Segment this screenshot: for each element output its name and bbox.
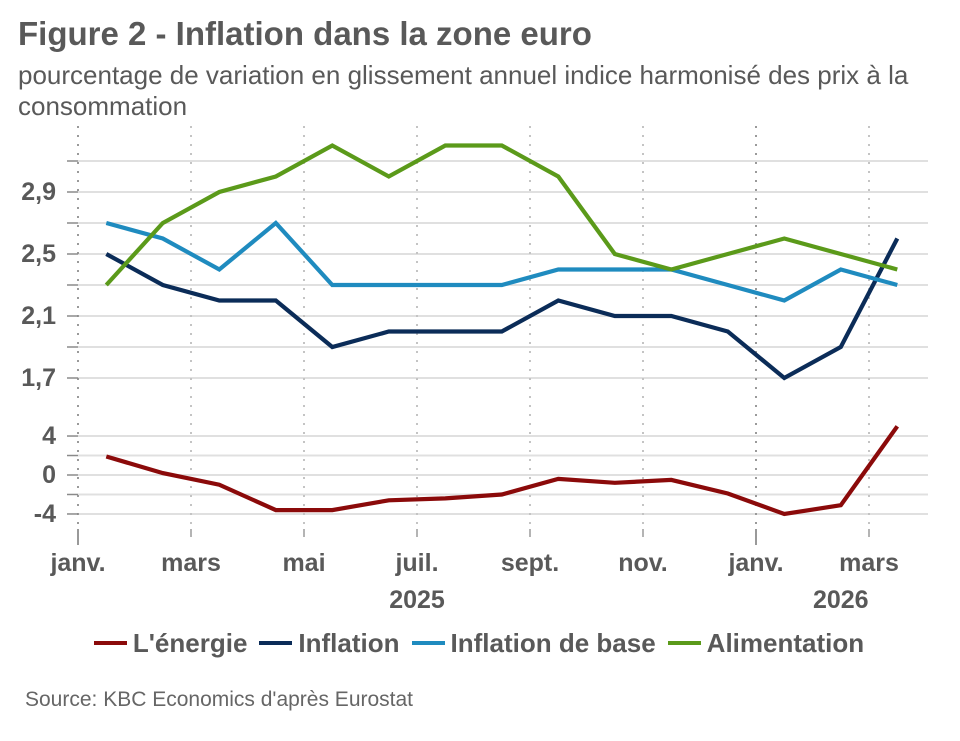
legend-item-inflation: Inflation xyxy=(259,628,400,658)
x-tick-label: sept. xyxy=(501,549,559,577)
y-tick-label: 2,1 xyxy=(21,302,56,330)
x-tick-label: mars xyxy=(161,549,221,577)
year-label: 2026 xyxy=(813,586,869,614)
series-layer xyxy=(104,143,900,517)
legend-item-alimentation: Alimentation xyxy=(667,628,865,658)
legend-label-inflation-de-base: Inflation de base xyxy=(450,628,656,658)
grid-layer xyxy=(77,126,928,526)
legend-item-inflation-de-base: Inflation de base xyxy=(411,628,656,658)
x-tick-label: janv. xyxy=(727,549,783,577)
legend-swatch-inflation-de-base xyxy=(411,641,445,645)
year-label: 2025 xyxy=(389,586,445,614)
chart-subtitle: pourcentage de variation en glissement a… xyxy=(18,60,909,121)
y-tick-label: 4 xyxy=(42,422,56,450)
axis-layer: 2,9 2,5 2,1 1,7 4 0 -4 janv. mars mai juil. sept. no… xyxy=(21,160,899,614)
legend-swatch-alimentation xyxy=(667,641,701,645)
series-line-inflation-de-base xyxy=(105,220,898,303)
x-tick-label: mars xyxy=(839,549,899,577)
legend-swatch-inflation xyxy=(259,641,293,645)
legend-swatch-energie xyxy=(93,641,127,645)
y-tick-label: -4 xyxy=(34,500,56,528)
chart-title: Figure 2 - Inflation dans la zone euro xyxy=(18,15,592,52)
legend-label-inflation: Inflation xyxy=(298,628,400,658)
y-tick-label: 1,7 xyxy=(21,364,56,392)
y-tick-label: 2,5 xyxy=(21,240,56,268)
series-line-inflation xyxy=(105,237,900,381)
legend-item-energie: L'énergie xyxy=(93,628,248,658)
series-line-l-energie xyxy=(105,425,900,517)
legend: L'énergie Inflation Inflation de base Al… xyxy=(0,628,958,658)
x-tick-label: juil. xyxy=(394,549,438,577)
y-tick-label: 2,9 xyxy=(21,178,56,206)
x-tick-label: nov. xyxy=(618,549,668,577)
series-line-alimentation xyxy=(104,143,898,287)
legend-label-energie: L'énergie xyxy=(132,628,248,658)
legend-label-alimentation: Alimentation xyxy=(706,628,865,658)
x-tick-label: mai xyxy=(282,549,325,577)
source-note: Source: KBC Economics d'après Eurostat xyxy=(25,688,414,711)
x-tick-label: janv. xyxy=(49,549,105,577)
y-tick-label: 0 xyxy=(42,461,56,489)
